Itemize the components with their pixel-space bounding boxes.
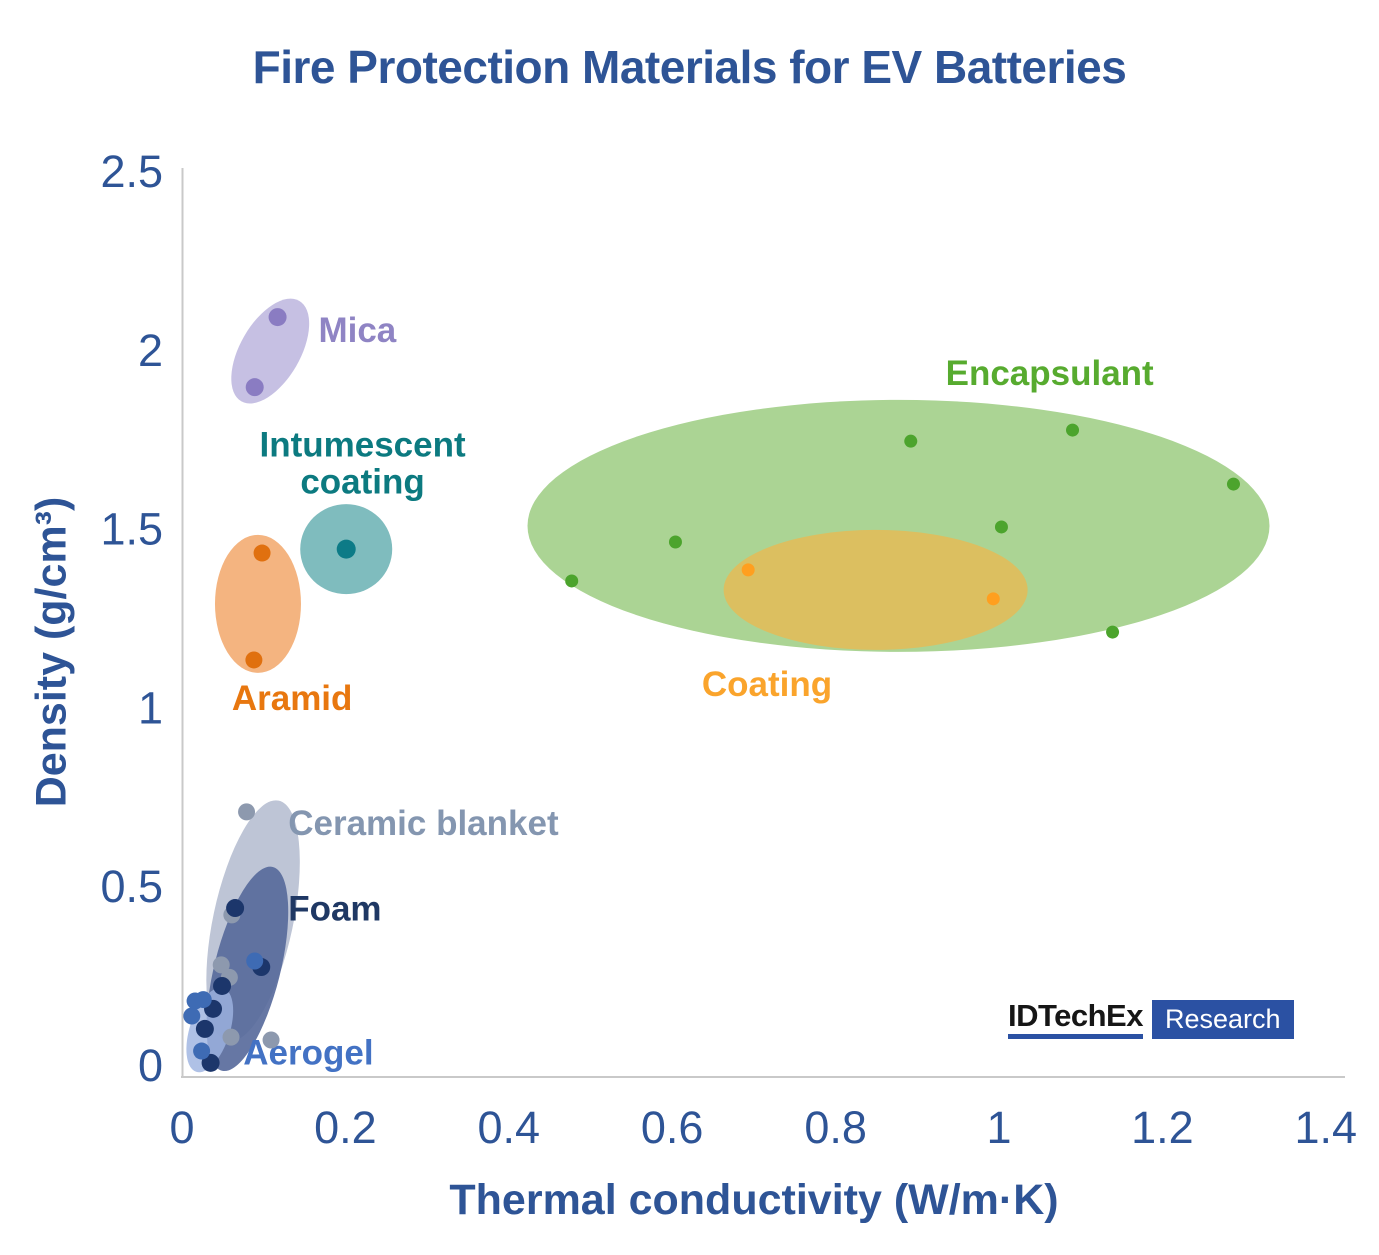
aramid-data-point xyxy=(245,651,263,669)
encapsulant-data-point xyxy=(904,434,918,448)
y-tick-label: 2.5 xyxy=(100,146,163,197)
aerogel-data-point xyxy=(193,1042,211,1060)
logo-research-badge: Research xyxy=(1151,1000,1294,1039)
mica-label: Mica xyxy=(318,311,396,350)
foam-data-point xyxy=(226,899,245,918)
ceramic-blanket-data-point xyxy=(212,956,230,974)
mica-ellipse xyxy=(231,298,310,404)
x-tick-label: 0.2 xyxy=(314,1102,377,1153)
encapsulant-data-point xyxy=(1226,477,1240,491)
aerogel-data-point xyxy=(246,952,264,970)
foam-data-point xyxy=(201,1053,220,1072)
x-tick-label: 1.4 xyxy=(1295,1102,1358,1153)
coating-data-point xyxy=(986,592,1000,606)
encapsulant-data-point xyxy=(565,574,579,588)
aramid-ellipse xyxy=(214,534,301,673)
y-tick-label: 1.5 xyxy=(100,504,163,555)
coating-data-point xyxy=(741,563,755,577)
x-tick-label: 0 xyxy=(169,1102,194,1153)
encapsulant-data-point xyxy=(1106,625,1120,639)
y-axis-title: Density (g/cm³) xyxy=(27,496,76,808)
x-tick-label: 1.2 xyxy=(1131,1102,1194,1153)
coating-label: Coating xyxy=(702,665,832,704)
ceramic-blanket-data-point xyxy=(238,803,256,821)
encapsulant-data-point xyxy=(994,520,1008,534)
logo-research-text: Research xyxy=(1164,1004,1281,1034)
y-tick-label: 0 xyxy=(138,1040,163,1091)
logo-brand-text: IDTechEx xyxy=(1008,998,1143,1033)
intumescent-coating-label: Intumescent xyxy=(259,425,465,464)
x-tick-label: 0.6 xyxy=(641,1102,704,1153)
x-tick-label: 1 xyxy=(986,1102,1011,1153)
x-axis-title: Thermal conductivity (W/m·K) xyxy=(449,1176,1059,1224)
mica-data-point xyxy=(245,378,264,397)
idtechex-logo: IDTechEx Research xyxy=(1008,1000,1294,1039)
aerogel-data-point xyxy=(194,991,212,1009)
foam-label: Foam xyxy=(288,889,381,928)
encapsulant-data-point xyxy=(668,535,682,549)
foam-data-point xyxy=(195,1019,214,1038)
ceramic-blanket-data-point xyxy=(262,1031,280,1049)
foam-data-point xyxy=(213,976,232,995)
aramid-data-point xyxy=(253,544,271,562)
mica-data-point xyxy=(268,308,287,327)
logo-underline xyxy=(1008,1034,1143,1039)
aerogel-data-point xyxy=(183,1007,201,1025)
intumescent-coating-label: coating xyxy=(300,462,424,501)
y-tick-label: 1 xyxy=(138,682,163,733)
x-tick-label: 0.8 xyxy=(804,1102,867,1153)
y-tick-label: 0.5 xyxy=(100,861,163,912)
logo-brand: IDTechEx xyxy=(1008,1000,1143,1039)
chart-title: Fire Protection Materials for EV Batteri… xyxy=(252,41,1127,93)
encapsulant-data-point xyxy=(1066,423,1080,437)
aramid-label: Aramid xyxy=(232,679,353,718)
coating-ellipse xyxy=(723,529,1028,650)
ceramic-blanket-data-point xyxy=(222,1028,240,1046)
intumescent-coating-data-point xyxy=(336,539,356,559)
encapsulant-label: Encapsulant xyxy=(946,354,1154,393)
y-tick-label: 2 xyxy=(138,325,163,376)
ceramic-blanket-label: Ceramic blanket xyxy=(288,804,559,843)
x-tick-label: 0.4 xyxy=(478,1102,541,1153)
encapsulant-ellipse xyxy=(527,399,1270,652)
